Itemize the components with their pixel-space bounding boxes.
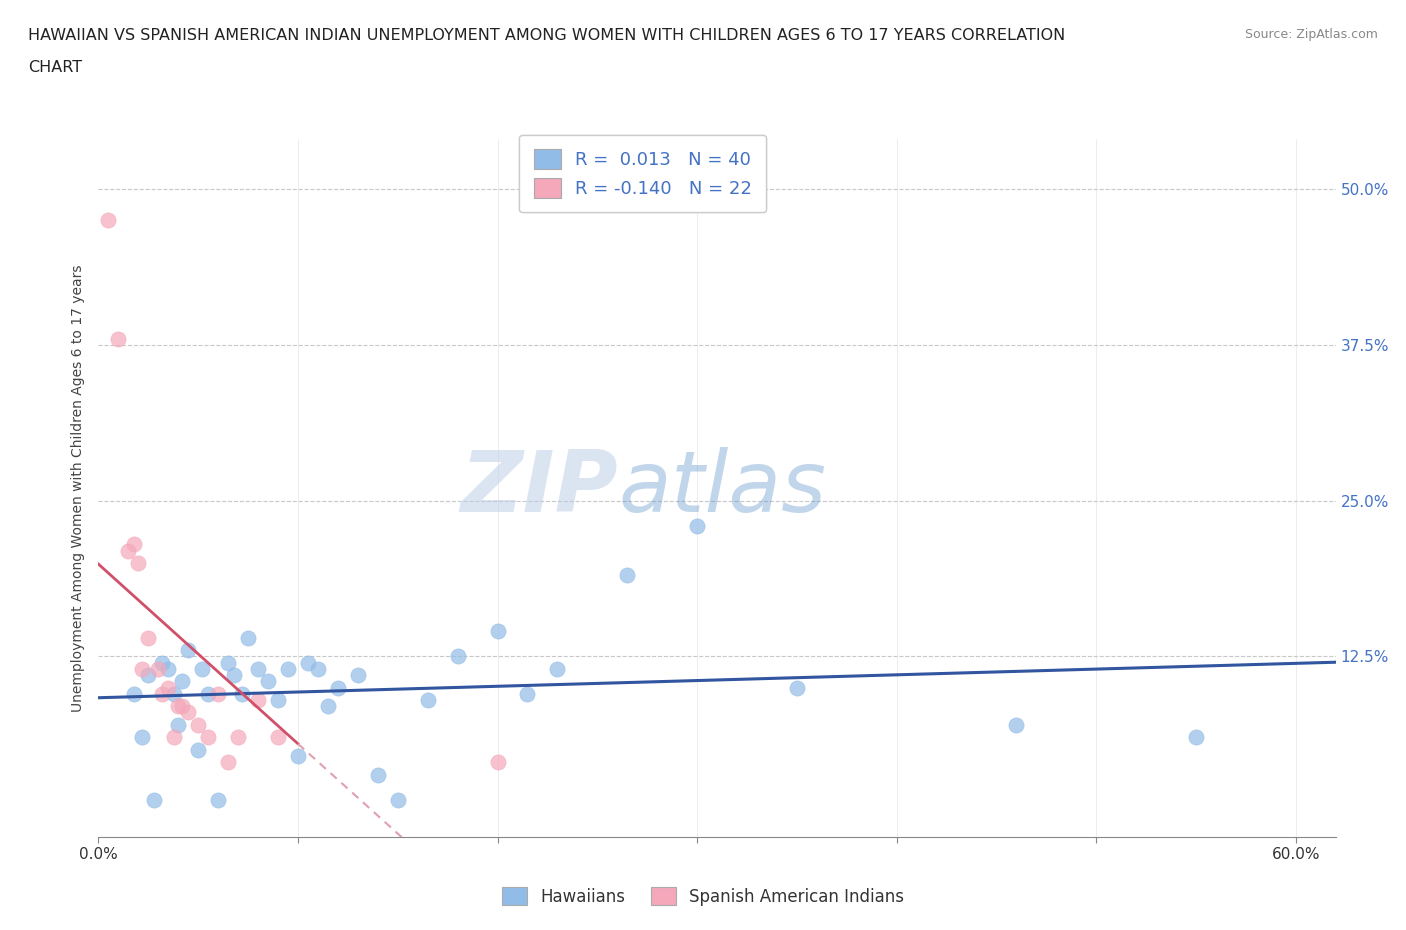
Point bbox=[226, 730, 249, 745]
Point bbox=[167, 698, 190, 713]
Point bbox=[247, 693, 270, 708]
Point bbox=[236, 631, 259, 645]
Text: atlas: atlas bbox=[619, 446, 827, 530]
Point bbox=[307, 661, 329, 676]
Point bbox=[172, 698, 194, 713]
Point bbox=[148, 661, 170, 676]
Point bbox=[267, 730, 290, 745]
Point bbox=[177, 705, 200, 720]
Point bbox=[127, 555, 149, 570]
Point bbox=[197, 686, 219, 701]
Point bbox=[177, 643, 200, 658]
Point bbox=[187, 717, 209, 732]
Point bbox=[267, 693, 290, 708]
Text: ZIP: ZIP bbox=[460, 446, 619, 530]
Point bbox=[247, 661, 270, 676]
Point bbox=[416, 693, 439, 708]
Point bbox=[207, 792, 229, 807]
Point bbox=[367, 767, 389, 782]
Text: CHART: CHART bbox=[28, 60, 82, 75]
Point bbox=[172, 674, 194, 689]
Point bbox=[316, 698, 339, 713]
Point bbox=[124, 686, 146, 701]
Point bbox=[287, 749, 309, 764]
Point bbox=[191, 661, 214, 676]
Point bbox=[1185, 730, 1208, 745]
Point bbox=[297, 656, 319, 671]
Point bbox=[217, 755, 239, 770]
Point bbox=[167, 717, 190, 732]
Point bbox=[150, 686, 173, 701]
Point bbox=[486, 624, 509, 639]
Point bbox=[616, 568, 638, 583]
Point bbox=[257, 674, 280, 689]
Point bbox=[387, 792, 409, 807]
Point bbox=[326, 680, 349, 695]
Point bbox=[277, 661, 299, 676]
Point bbox=[150, 656, 173, 671]
Point bbox=[124, 537, 146, 551]
Point bbox=[131, 661, 153, 676]
Point bbox=[157, 680, 180, 695]
Point bbox=[207, 686, 229, 701]
Point bbox=[131, 730, 153, 745]
Point bbox=[187, 742, 209, 757]
Point bbox=[686, 518, 709, 533]
Legend: R =  0.013   N = 40, R = -0.140   N = 22: R = 0.013 N = 40, R = -0.140 N = 22 bbox=[519, 135, 766, 212]
Point bbox=[97, 213, 120, 228]
Point bbox=[136, 668, 159, 683]
Point bbox=[163, 730, 186, 745]
Point bbox=[786, 680, 808, 695]
Point bbox=[546, 661, 568, 676]
Point bbox=[163, 686, 186, 701]
Legend: Hawaiians, Spanish American Indians: Hawaiians, Spanish American Indians bbox=[495, 881, 911, 912]
Point bbox=[197, 730, 219, 745]
Point bbox=[486, 755, 509, 770]
Point bbox=[1005, 717, 1028, 732]
Point bbox=[446, 649, 468, 664]
Point bbox=[117, 543, 139, 558]
Point bbox=[224, 668, 246, 683]
Point bbox=[157, 661, 180, 676]
Point bbox=[107, 331, 129, 346]
Point bbox=[347, 668, 370, 683]
Y-axis label: Unemployment Among Women with Children Ages 6 to 17 years: Unemployment Among Women with Children A… bbox=[72, 264, 86, 712]
Point bbox=[136, 631, 159, 645]
Point bbox=[143, 792, 166, 807]
Point bbox=[231, 686, 253, 701]
Text: Source: ZipAtlas.com: Source: ZipAtlas.com bbox=[1244, 28, 1378, 41]
Point bbox=[217, 656, 239, 671]
Text: HAWAIIAN VS SPANISH AMERICAN INDIAN UNEMPLOYMENT AMONG WOMEN WITH CHILDREN AGES : HAWAIIAN VS SPANISH AMERICAN INDIAN UNEM… bbox=[28, 28, 1066, 43]
Point bbox=[516, 686, 538, 701]
